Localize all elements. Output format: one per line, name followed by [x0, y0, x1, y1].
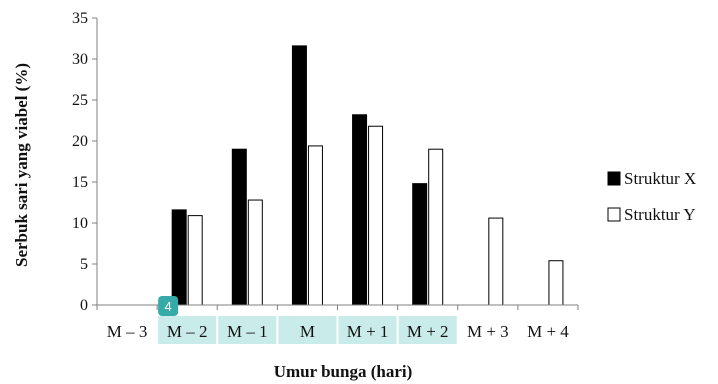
- bar: [412, 183, 428, 306]
- y-tick-label: 5: [80, 256, 88, 273]
- bar: [548, 260, 564, 306]
- x-axis-title: Umur bunga (hari): [274, 362, 413, 381]
- category-highlight: [398, 316, 457, 344]
- category-badge: 4: [158, 296, 179, 316]
- badge-box: [158, 296, 179, 316]
- x-tick-label: M – 3: [107, 322, 148, 341]
- y-tick-label: 15: [72, 174, 88, 191]
- x-tick-label: M – 1: [227, 322, 268, 341]
- y-tick-label: 35: [72, 10, 88, 27]
- y-tick-label: 0: [80, 297, 88, 314]
- bar: [488, 217, 504, 306]
- legend-swatch: [607, 207, 621, 222]
- bar: [187, 215, 203, 306]
- y-tick-label: 30: [72, 51, 88, 68]
- y-tick-label: 20: [72, 133, 88, 150]
- legend-label: Struktur X: [624, 169, 696, 188]
- bar: [291, 45, 307, 306]
- x-tick-label: M: [300, 322, 315, 341]
- x-tick-label: M + 1: [347, 322, 389, 341]
- y-tick-label: 10: [72, 215, 88, 232]
- badge-label: 4: [165, 299, 172, 314]
- x-tick-label: M + 3: [467, 322, 509, 341]
- x-axis: M – 3 M – 2 M – 1 M M + 1 M + 2 M + 3 M + 4: [96, 304, 579, 341]
- category-highlight: [338, 316, 397, 344]
- category-highlights: [158, 316, 457, 344]
- category-highlight: [218, 316, 277, 344]
- y-axis: 0 5 10 15 20 25 30 35: [72, 10, 98, 314]
- y-axis-title: Serbuk sari yang viabel (%): [12, 63, 31, 267]
- legend-label: Struktur Y: [624, 205, 696, 224]
- x-tick-label: M + 2: [407, 322, 449, 341]
- y-tick-label: 25: [72, 92, 88, 109]
- category-highlight: [278, 316, 337, 344]
- bar: [171, 209, 187, 306]
- x-tick-label: M – 2: [167, 322, 208, 341]
- bar: [307, 145, 323, 306]
- category-highlight: [158, 316, 217, 344]
- bars: [171, 45, 564, 306]
- bar: [247, 199, 263, 306]
- bar: [231, 148, 247, 306]
- bar: [368, 125, 384, 306]
- x-tick-label: M + 4: [527, 322, 569, 341]
- bar: [428, 148, 444, 306]
- legend-swatch: [607, 171, 621, 186]
- bar: [352, 114, 368, 306]
- legend: Struktur X Struktur Y: [607, 169, 696, 224]
